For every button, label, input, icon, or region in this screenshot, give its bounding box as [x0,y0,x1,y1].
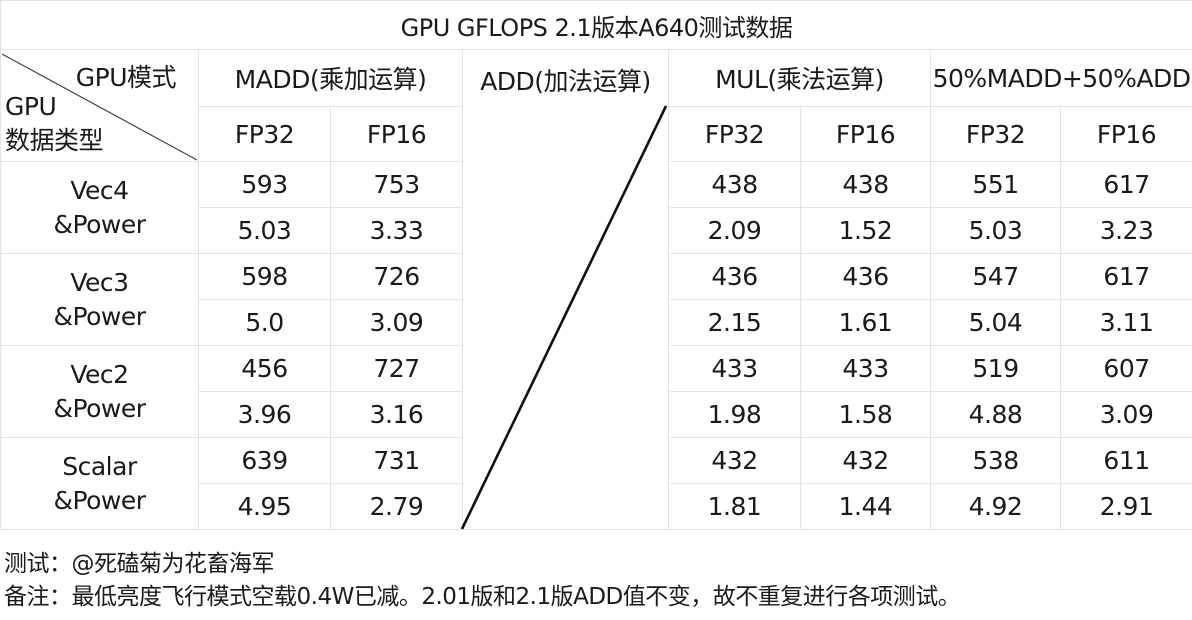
cell: 2.91 [1059,483,1192,530]
row-label-type: Scalar [62,451,137,481]
subheader-madd-fp16: FP16 [330,106,463,162]
cell: 753 [330,161,463,208]
cell: 1.58 [800,391,931,438]
cell: 3.11 [1059,299,1192,346]
cell: 617 [1059,253,1192,300]
table-row: Vec4 &Power 593 753 438 438 551 617 [0,161,1192,254]
cell: 432 [800,437,931,484]
cell: 731 [330,437,463,484]
cell: 593 [198,161,331,208]
mode-header-add-label: ADD(加法运算) [480,67,651,96]
subheader-mix-fp16: FP16 [1059,106,1192,162]
cell: 1.98 [668,391,801,438]
row-label-power: &Power [53,209,146,239]
cell: 5.03 [930,207,1061,254]
cell: 4.92 [930,483,1061,530]
table-title: GPU GFLOPS 2.1版本A640测试数据 [0,0,1192,50]
cell: 1.61 [800,299,931,346]
corner-type-line2: 数据类型 [5,126,104,155]
cell: 607 [1059,345,1192,392]
row-label-type: Vec2 [70,359,129,389]
corner-type-label: GPU 数据类型 [5,90,104,158]
subheader-madd-fp32: FP32 [198,106,331,162]
mode-header-mix: 50%MADD+50%ADD [929,49,1192,107]
cell: 1.52 [800,207,931,254]
cell: 726 [330,253,463,300]
corner-header: GPU模式 GPU 数据类型 [0,49,199,162]
row-label-power: &Power [53,393,146,423]
cell: 438 [668,161,801,208]
table-row: Scalar &Power 639 731 432 432 538 611 [0,437,1192,530]
table-row: 4.95 2.79 1.81 1.44 4.92 2.91 [1,483,1192,530]
subheader-mul-fp16: FP16 [800,106,931,162]
table-row: Vec3 &Power 598 726 436 436 547 617 [0,253,1192,346]
cell: 2.09 [668,207,801,254]
row-label-type: Vec4 [70,175,129,205]
cell: 433 [668,345,801,392]
cell: 3.09 [1059,391,1192,438]
cell: 3.96 [198,391,331,438]
cell: 436 [668,253,801,300]
cell: 5.0 [198,299,331,346]
cell: 433 [800,345,931,392]
cell: 3.23 [1059,207,1192,254]
row-label: Vec4 &Power [0,161,199,254]
subheader-mul-fp32: FP32 [668,106,801,162]
cell: 617 [1059,161,1192,208]
table-row: 5.0 3.09 2.15 1.61 5.04 3.11 [1,299,1192,346]
remark-note: 备注：最低亮度飞行模式空载0.4W已减。2.01版和2.1版ADD值不变，故不重… [4,584,961,610]
cell: 1.81 [668,483,801,530]
cell: 551 [930,161,1061,208]
cell: 3.33 [330,207,463,254]
corner-type-line1: GPU [5,92,57,121]
corner-mode-label: GPU模式 [75,63,177,92]
cell: 5.04 [930,299,1061,346]
cell: 3.16 [330,391,463,438]
notes: 测试：@死磕菊为花畜海军 备注：最低亮度飞行模式空载0.4W已减。2.01版和2… [4,548,961,614]
row-label: Vec3 &Power [0,253,199,346]
cell: 436 [800,253,931,300]
row-label-power: &Power [53,485,146,515]
cell: 3.09 [330,299,463,346]
cell: 538 [930,437,1061,484]
cell: 432 [668,437,801,484]
gflops-table: GPU GFLOPS 2.1版本A640测试数据 GPU模式 GPU 数据类型 … [0,0,1192,530]
table-row: 3.96 3.16 1.98 1.58 4.88 3.09 [1,391,1192,438]
cell: 639 [198,437,331,484]
cell: 727 [330,345,463,392]
cell: 598 [198,253,331,300]
mode-header-add: ADD(加法运算) [462,49,669,530]
cell: 456 [198,345,331,392]
row-label: Scalar &Power [0,437,199,530]
cell: 438 [800,161,931,208]
cell: 2.79 [330,483,463,530]
cell: 1.44 [800,483,931,530]
row-label: Vec2 &Power [0,345,199,438]
subheader-mix-fp32: FP32 [930,106,1061,162]
cell: 5.03 [198,207,331,254]
mode-header-mul: MUL(乘法运算) [668,49,931,107]
cell: 611 [1059,437,1192,484]
table-row: 5.03 3.33 2.09 1.52 5.03 3.23 [1,207,1192,254]
cell: 4.88 [930,391,1061,438]
cell: 2.15 [668,299,801,346]
cell: 547 [930,253,1061,300]
row-label-type: Vec3 [70,267,129,297]
cell: 4.95 [198,483,331,530]
cell: 519 [930,345,1061,392]
tester-note: 测试：@死磕菊为花畜海军 [4,551,275,577]
mode-header-madd: MADD(乘加运算) [198,49,463,107]
row-label-power: &Power [53,301,146,331]
